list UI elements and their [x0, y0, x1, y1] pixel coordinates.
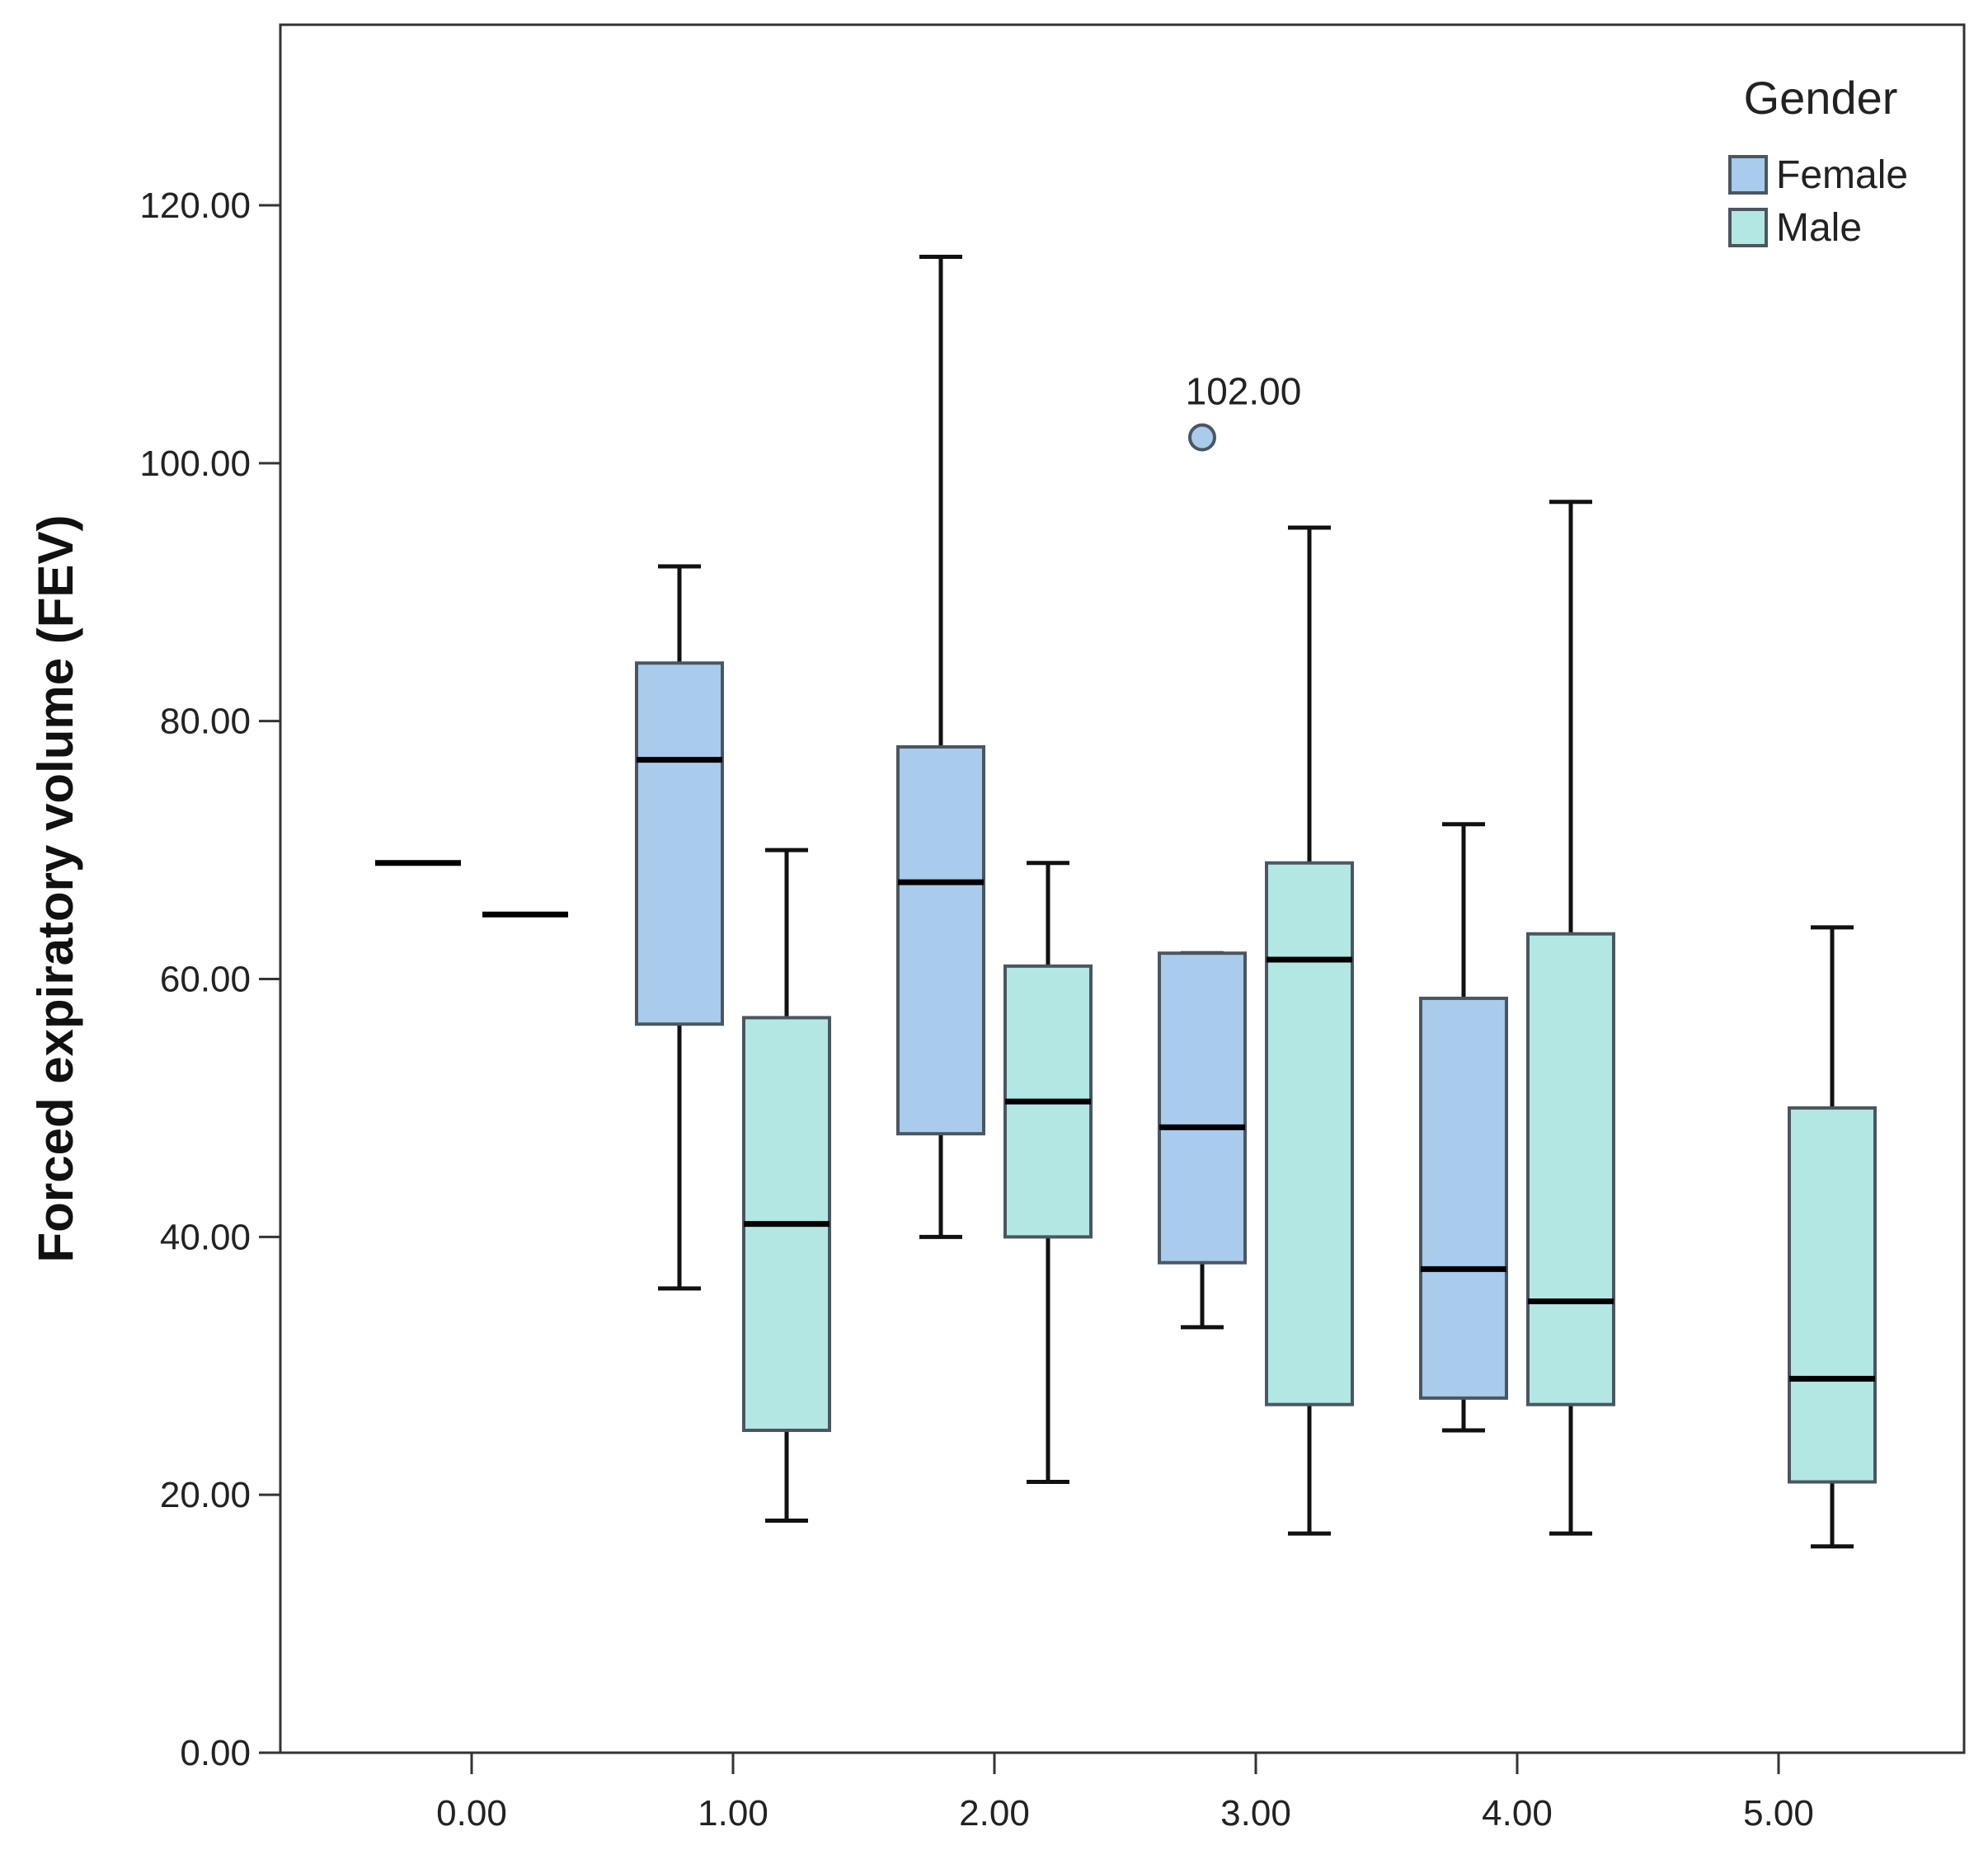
legend-swatch-male — [1728, 208, 1768, 247]
box-iqr — [1788, 1106, 1877, 1484]
box-iqr — [1158, 951, 1247, 1265]
plot-frame — [279, 23, 1966, 1754]
y-tick-label: 40.00 — [160, 1217, 251, 1257]
box-male-2.00 — [1003, 861, 1093, 1485]
y-tick-label: 0.00 — [180, 1733, 251, 1773]
box-female-4.00 — [1419, 822, 1508, 1433]
legend-title: Gender — [1744, 72, 1898, 124]
legend-label-male: Male — [1776, 206, 1862, 250]
x-tick-label: 4.00 — [1482, 1793, 1553, 1834]
x-tick-label: 0.00 — [436, 1793, 507, 1834]
y-tick-label: 80.00 — [160, 702, 251, 742]
x-tick-label: 1.00 — [698, 1793, 768, 1834]
box-male-1.00 — [742, 848, 831, 1523]
box-iqr — [1265, 861, 1354, 1406]
x-tick-label: 5.00 — [1743, 1793, 1814, 1834]
x-tick-label: 3.00 — [1220, 1793, 1291, 1834]
box-male-3.00 — [1265, 525, 1354, 1536]
box-female-1.00 — [635, 564, 724, 1291]
y-axis-title: Forced expiratory volume (FEV) — [28, 515, 83, 1263]
box-iqr — [896, 744, 985, 1136]
x-axis: 0.00 1.00 2.00 3.00 4.00 5.00 — [436, 1753, 1814, 1834]
box-series — [375, 255, 1877, 1549]
box-female-3.00 — [1158, 951, 1247, 1330]
legend: Gender Female Male — [1728, 72, 1908, 250]
box-male-5.00 — [1788, 925, 1877, 1549]
y-tick-label: 20.00 — [160, 1475, 251, 1515]
legend-label-female: Female — [1776, 153, 1908, 197]
y-axis: 0.00 20.00 40.00 60.00 80.00 100.00 120.00 — [139, 185, 280, 1773]
box-female-2.00 — [896, 255, 985, 1239]
outliers: 102.00 — [1186, 370, 1302, 452]
box-iqr — [1526, 932, 1615, 1406]
outlier-label: 102.00 — [1186, 370, 1302, 413]
y-tick-label: 100.00 — [139, 444, 251, 484]
box-male-4.00 — [1526, 500, 1615, 1536]
outlier-point — [1188, 423, 1216, 452]
x-tick-label: 2.00 — [959, 1793, 1030, 1834]
y-tick-label: 60.00 — [160, 959, 251, 999]
box-iqr — [1419, 996, 1508, 1400]
y-tick-label: 120.00 — [139, 185, 251, 226]
box-iqr — [635, 661, 724, 1026]
legend-swatch-female — [1728, 155, 1768, 195]
